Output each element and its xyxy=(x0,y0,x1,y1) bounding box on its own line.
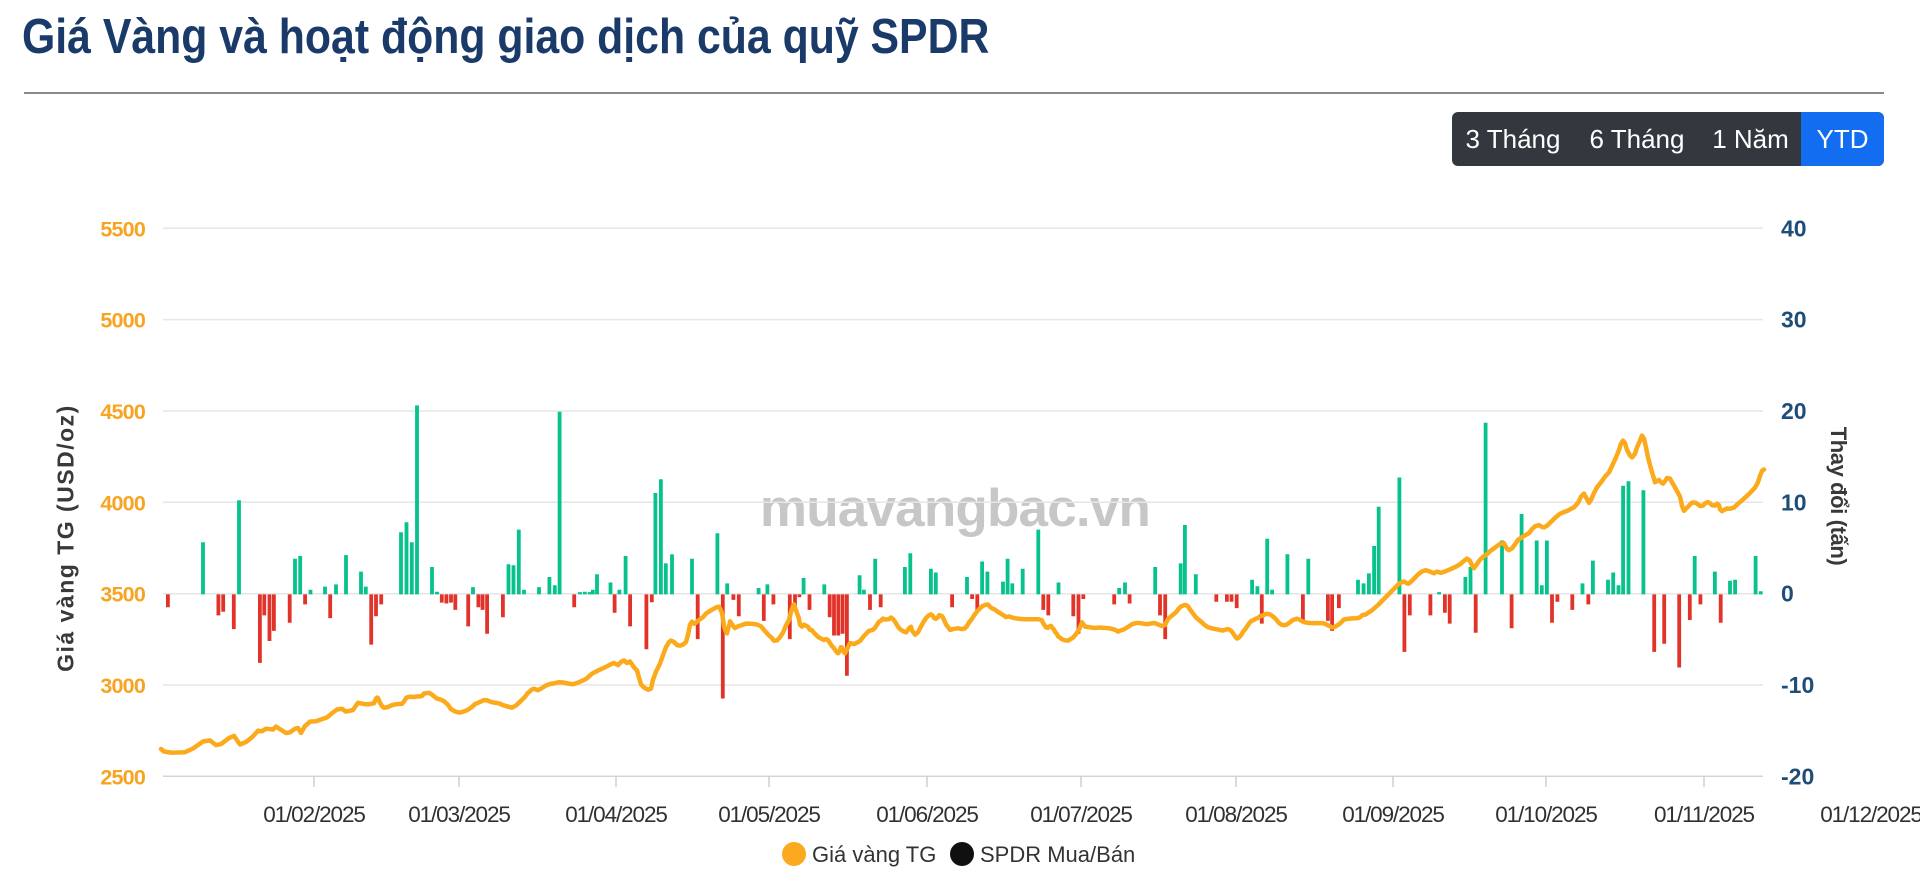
svg-text:01/10/2025: 01/10/2025 xyxy=(1495,802,1597,827)
svg-text:30: 30 xyxy=(1781,307,1807,333)
svg-text:01/03/2025: 01/03/2025 xyxy=(408,802,510,827)
svg-text:3500: 3500 xyxy=(100,583,145,607)
svg-text:Giá vàng TG: Giá vàng TG xyxy=(812,842,936,867)
svg-text:01/02/2025: 01/02/2025 xyxy=(263,802,365,827)
svg-text:5000: 5000 xyxy=(100,309,145,333)
svg-text:01/08/2025: 01/08/2025 xyxy=(1185,802,1287,827)
svg-text:01/05/2025: 01/05/2025 xyxy=(718,802,820,827)
svg-text:3000: 3000 xyxy=(100,674,145,698)
svg-text:01/09/2025: 01/09/2025 xyxy=(1342,802,1444,827)
svg-text:4000: 4000 xyxy=(100,491,145,515)
svg-text:5500: 5500 xyxy=(100,217,145,241)
svg-text:Thay đổi (tấn): Thay đổi (tấn) xyxy=(1826,427,1851,566)
svg-text:4500: 4500 xyxy=(100,400,145,424)
svg-text:01/04/2025: 01/04/2025 xyxy=(565,802,667,827)
svg-text:01/06/2025: 01/06/2025 xyxy=(876,802,978,827)
svg-text:01/07/2025: 01/07/2025 xyxy=(1030,802,1132,827)
svg-text:10: 10 xyxy=(1781,489,1807,515)
svg-text:40: 40 xyxy=(1781,215,1807,241)
svg-text:0: 0 xyxy=(1781,581,1794,607)
svg-text:-10: -10 xyxy=(1781,672,1814,698)
svg-text:SPDR Mua/Bán: SPDR Mua/Bán xyxy=(980,842,1135,867)
svg-text:2500: 2500 xyxy=(100,765,145,789)
svg-text:01/11/2025: 01/11/2025 xyxy=(1654,802,1755,827)
svg-text:-20: -20 xyxy=(1781,763,1814,789)
svg-text:01/12/2025: 01/12/2025 xyxy=(1820,802,1920,827)
svg-text:20: 20 xyxy=(1781,398,1807,424)
svg-text:muavangbac.vn: muavangbac.vn xyxy=(760,479,1150,538)
svg-text:Giá vàng TG (USD/oz): Giá vàng TG (USD/oz) xyxy=(53,404,79,672)
